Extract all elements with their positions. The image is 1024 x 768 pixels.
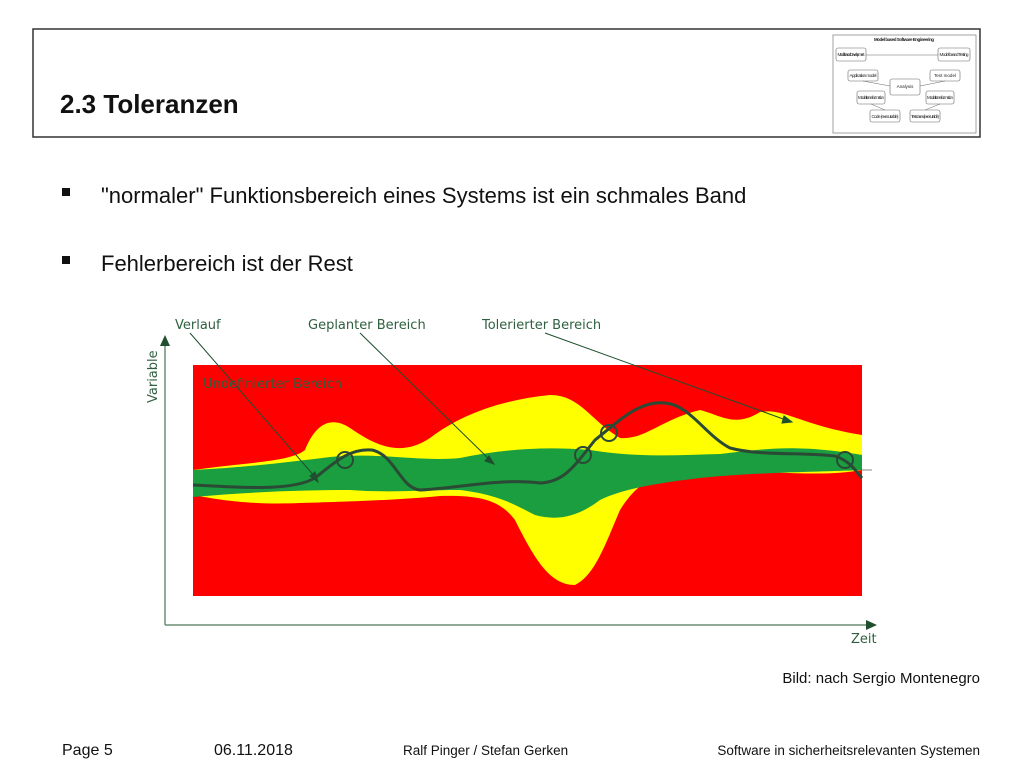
figure-label: Geplanter Bereich bbox=[308, 318, 426, 333]
logo-node: Testcases (executable) bbox=[911, 114, 940, 119]
label-pointers bbox=[189, 332, 794, 484]
footer-course: Software in sicherheitsrelevanten System… bbox=[717, 743, 980, 758]
logo-node: Application model bbox=[850, 73, 877, 78]
y-axis-label: Variable bbox=[146, 350, 161, 403]
figure-label: Tolerierter Bereich bbox=[481, 318, 601, 333]
bullet bbox=[62, 256, 70, 264]
logo-node: Analysis bbox=[897, 84, 915, 89]
footer-authors: Ralf Pinger / Stefan Gerken bbox=[403, 743, 568, 758]
tolerance-figure: Verlauf Geplanter Bereich Tolerierter Be… bbox=[146, 318, 877, 647]
logo-node: Modeltrans-formation bbox=[927, 95, 953, 100]
bullet-text: "normaler" Funktionsbereich eines System… bbox=[101, 183, 746, 208]
header-box bbox=[32, 28, 981, 138]
crossing-markers bbox=[336, 424, 854, 469]
logo-node: Modeltrans-formation bbox=[858, 95, 884, 100]
footer-date: 06.11.2018 bbox=[214, 742, 293, 759]
logo-node: Model based Testing bbox=[940, 52, 969, 57]
logo-node: Code (executable) bbox=[872, 114, 900, 119]
logo-node: Model based Development bbox=[838, 52, 866, 57]
logo-diagram: Model based Software Engineering Model b… bbox=[832, 34, 977, 134]
footer-page: Page 5 bbox=[62, 742, 113, 759]
trajectory bbox=[192, 401, 864, 492]
logo-node: Test model bbox=[934, 73, 956, 78]
figure-label: Verlauf bbox=[175, 318, 221, 333]
region-label: Undefinierter Bereich bbox=[203, 377, 342, 392]
x-axis-label: Zeit bbox=[851, 632, 877, 647]
logo-title: Model based Software Engineering bbox=[874, 37, 934, 42]
bullet bbox=[62, 188, 70, 196]
caption: Bild: nach Sergio Montenegro bbox=[782, 670, 980, 687]
axes bbox=[164, 342, 870, 626]
bullet-text: Fehlerbereich ist der Rest bbox=[101, 251, 353, 276]
title: 2.3 Toleranzen bbox=[60, 89, 239, 119]
